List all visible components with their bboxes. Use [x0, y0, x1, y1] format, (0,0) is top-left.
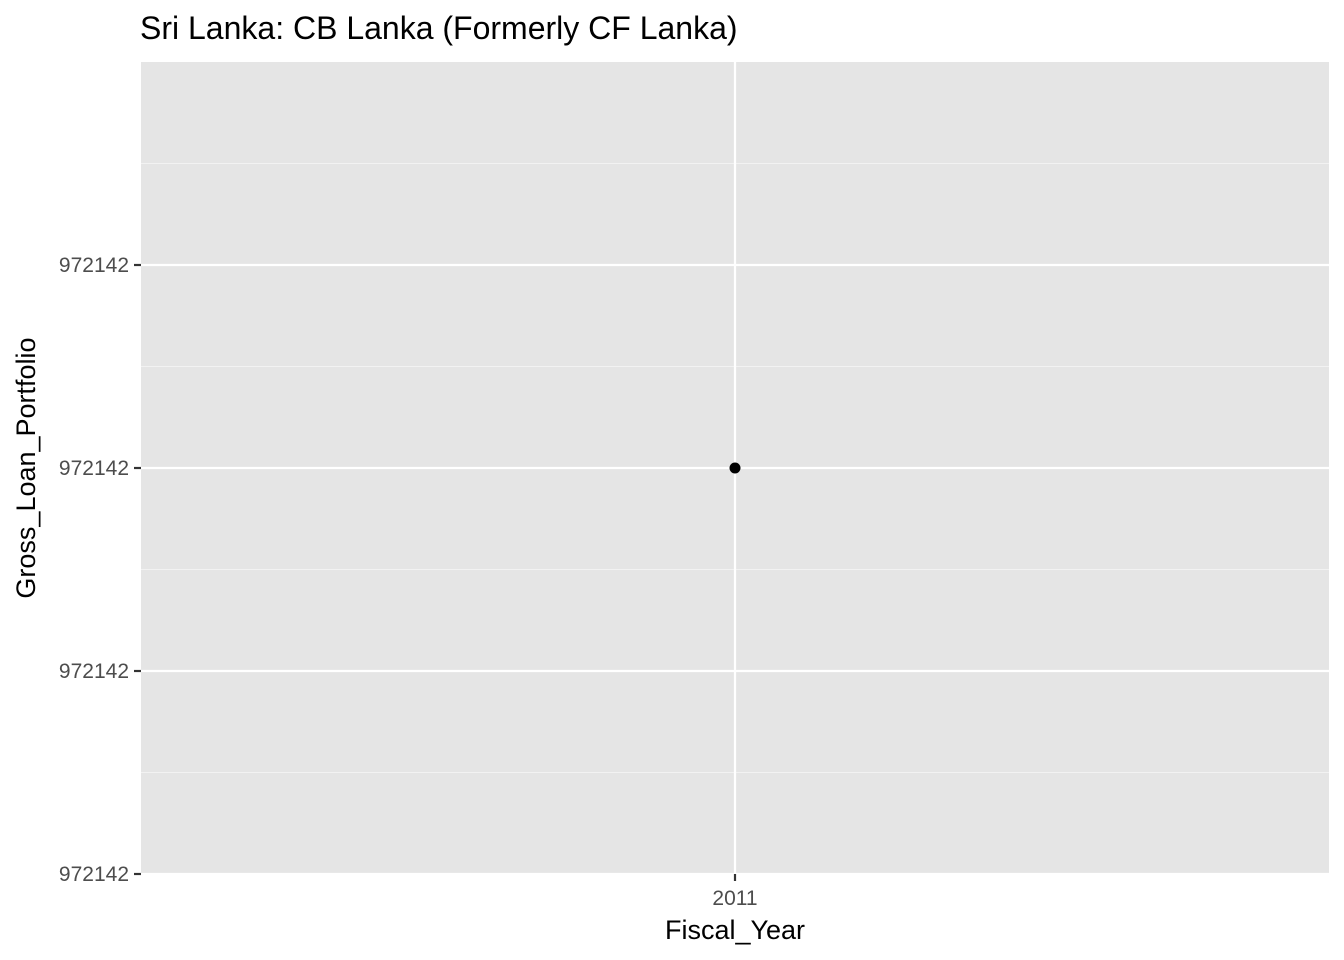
data-points [729, 462, 741, 474]
x-tick-label: 2011 [712, 887, 757, 910]
x-axis: 2011 [712, 874, 758, 910]
y-tick-label: 972142 [59, 254, 129, 277]
y-axis: 972142 972142 972142 972142 [59, 254, 141, 886]
y-axis-title: Gross_Loan_Portfolio [11, 337, 41, 598]
scatter-point [729, 462, 741, 474]
x-axis-title: Fiscal_Year [665, 915, 805, 945]
y-tick-label: 972142 [59, 660, 129, 683]
chart-title: Sri Lanka: CB Lanka (Formerly CF Lanka) [140, 10, 738, 46]
y-tick-label: 972142 [59, 863, 129, 886]
major-gridlines [141, 62, 1329, 876]
y-tick-label: 972142 [59, 457, 129, 480]
